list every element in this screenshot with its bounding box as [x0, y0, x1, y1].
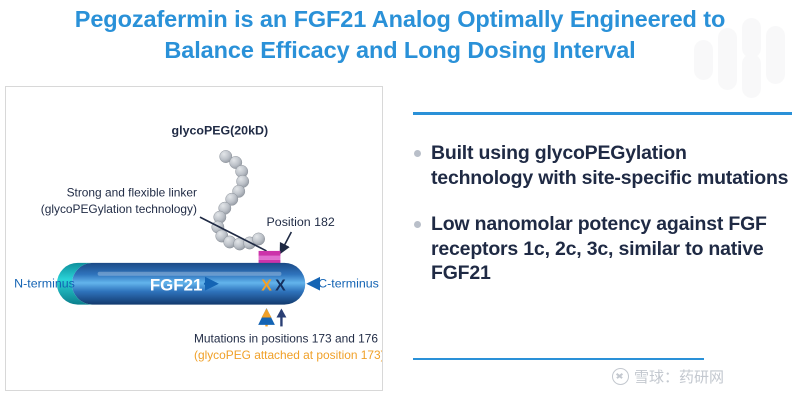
linker-marker [258, 250, 281, 264]
list-item: Built using glycoPEGylation technology w… [413, 141, 792, 190]
diagram-panel: glycoPEG(20kD) Strong and flexible linke… [5, 86, 383, 391]
list-item-text: Low nanomolar potency against FGF recept… [431, 213, 767, 285]
mutation-marks-second: X [275, 278, 286, 295]
divider-rule-bottom [413, 358, 704, 360]
divider-rule-top [413, 112, 792, 115]
linker-label-line1: Strong and flexible linker [67, 185, 197, 199]
site-watermark: 雪球：药研网 [612, 366, 724, 387]
glycopeg-caption: (glycoPEG attached at position 173) [194, 348, 382, 362]
n-terminus-label: N-terminus [14, 277, 75, 291]
list-item-text: Built using glycoPEGylation technology w… [431, 142, 789, 189]
fgf21-capsule [56, 262, 306, 305]
position-leader-line [279, 231, 293, 255]
key-points-block: Built using glycoPEGylation technology w… [413, 112, 792, 286]
page-title: Pegozafermin is an FGF21 Analog Optimall… [74, 6, 726, 63]
fgf21-structure-diagram: glycoPEG(20kD) Strong and flexible linke… [14, 124, 382, 363]
peg-label: glycoPEG(20kD) [172, 124, 269, 138]
list-item: Low nanomolar potency against FGF recept… [413, 212, 792, 286]
peg-chain [211, 150, 265, 251]
c-terminus-label: C-terminus [318, 277, 379, 291]
bullet-list: Built using glycoPEGylation technology w… [413, 115, 792, 286]
position-label: Position 182 [267, 215, 335, 229]
mutation-marks: X [261, 278, 272, 295]
watermark-text: 雪球：药研网 [634, 368, 725, 386]
watermark-logo-icon [612, 368, 629, 385]
bullet-dot-icon [414, 150, 421, 157]
linker-label-line2: (glycoPEGylation technology) [41, 202, 197, 216]
bullet-dot-icon [414, 221, 421, 229]
protein-label: FGF21 [150, 276, 203, 295]
linker-leader-line [199, 216, 267, 252]
mutations-caption: Mutations in positions 173 and 176 [194, 331, 378, 345]
